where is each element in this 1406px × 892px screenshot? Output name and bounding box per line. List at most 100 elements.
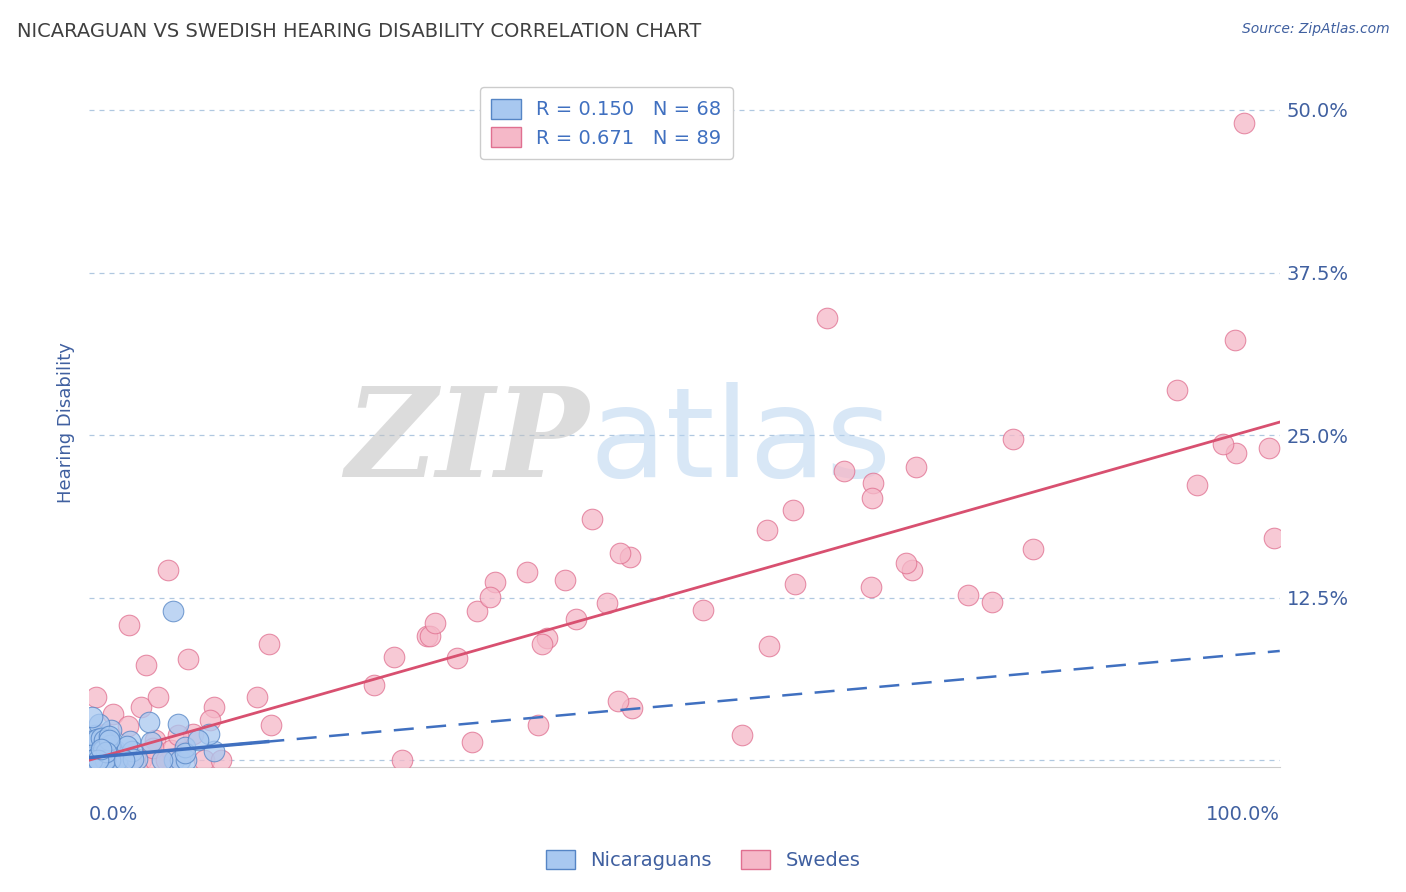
Point — [416, 629, 439, 643]
Point — [419, 629, 441, 643]
Point — [82, 753, 104, 767]
Point — [82, 753, 104, 767]
Point — [150, 753, 173, 767]
Text: atlas: atlas — [589, 383, 891, 503]
Point — [1166, 383, 1188, 397]
Point — [104, 753, 127, 767]
Legend: Nicaraguans, Swedes: Nicaraguans, Swedes — [537, 842, 869, 878]
Point — [105, 753, 128, 767]
Point — [860, 491, 883, 505]
Point — [146, 690, 169, 705]
Point — [86, 753, 108, 767]
Point — [82, 753, 104, 767]
Point — [162, 604, 184, 618]
Point — [118, 617, 141, 632]
Point — [257, 637, 280, 651]
Point — [91, 742, 114, 756]
Point — [1258, 441, 1281, 455]
Point — [956, 588, 979, 602]
Point — [595, 596, 617, 610]
Point — [1002, 432, 1025, 446]
Point — [84, 753, 107, 767]
Point — [105, 753, 128, 767]
Point — [176, 753, 198, 767]
Point — [209, 753, 232, 767]
Point — [121, 744, 143, 758]
Point — [90, 753, 112, 767]
Point — [169, 753, 191, 767]
Point — [84, 753, 107, 767]
Point — [167, 717, 190, 731]
Point — [97, 741, 120, 756]
Point — [80, 753, 103, 767]
Text: Source: ZipAtlas.com: Source: ZipAtlas.com — [1241, 22, 1389, 37]
Point — [94, 730, 117, 744]
Point — [1212, 437, 1234, 451]
Point — [460, 735, 482, 749]
Point — [86, 750, 108, 764]
Point — [905, 459, 928, 474]
Point — [129, 699, 152, 714]
Point — [112, 753, 135, 767]
Point — [894, 556, 917, 570]
Point — [100, 753, 122, 767]
Point — [391, 753, 413, 767]
Point — [142, 741, 165, 756]
Point — [363, 677, 385, 691]
Point — [1022, 541, 1045, 556]
Point — [1185, 478, 1208, 492]
Text: 0.0%: 0.0% — [89, 805, 138, 823]
Point — [83, 728, 105, 742]
Point — [620, 700, 643, 714]
Point — [981, 595, 1004, 609]
Point — [90, 753, 112, 767]
Point — [84, 753, 107, 767]
Point — [90, 743, 112, 757]
Text: NICARAGUAN VS SWEDISH HEARING DISABILITY CORRELATION CHART: NICARAGUAN VS SWEDISH HEARING DISABILITY… — [17, 22, 702, 41]
Point — [90, 749, 112, 764]
Point — [90, 731, 112, 745]
Point — [90, 741, 112, 756]
Point — [782, 503, 804, 517]
Point — [619, 550, 641, 565]
Point — [105, 753, 128, 767]
Point — [181, 727, 204, 741]
Point — [135, 658, 157, 673]
Point — [246, 690, 269, 704]
Point — [172, 745, 194, 759]
Point — [202, 699, 225, 714]
Text: 100.0%: 100.0% — [1206, 805, 1279, 823]
Point — [862, 475, 884, 490]
Point — [104, 743, 127, 757]
Point — [94, 753, 117, 767]
Point — [91, 742, 114, 756]
Point — [98, 730, 121, 744]
Point — [145, 753, 167, 767]
Point — [901, 563, 924, 577]
Point — [581, 512, 603, 526]
Point — [84, 690, 107, 704]
Point — [82, 753, 104, 767]
Point — [536, 632, 558, 646]
Point — [86, 731, 108, 746]
Point — [82, 753, 104, 767]
Point — [156, 563, 179, 577]
Point — [105, 747, 128, 762]
Point — [115, 739, 138, 754]
Point — [79, 734, 101, 748]
Point — [606, 693, 628, 707]
Point — [1263, 532, 1285, 546]
Point — [187, 733, 209, 747]
Point — [1225, 333, 1247, 347]
Point — [173, 740, 195, 755]
Point — [120, 753, 142, 767]
Point — [157, 753, 180, 767]
Point — [382, 649, 405, 664]
Point — [516, 565, 538, 579]
Point — [260, 718, 283, 732]
Point — [87, 731, 110, 746]
Point — [90, 753, 112, 767]
Point — [105, 753, 128, 767]
Point — [97, 733, 120, 747]
Point — [125, 752, 148, 766]
